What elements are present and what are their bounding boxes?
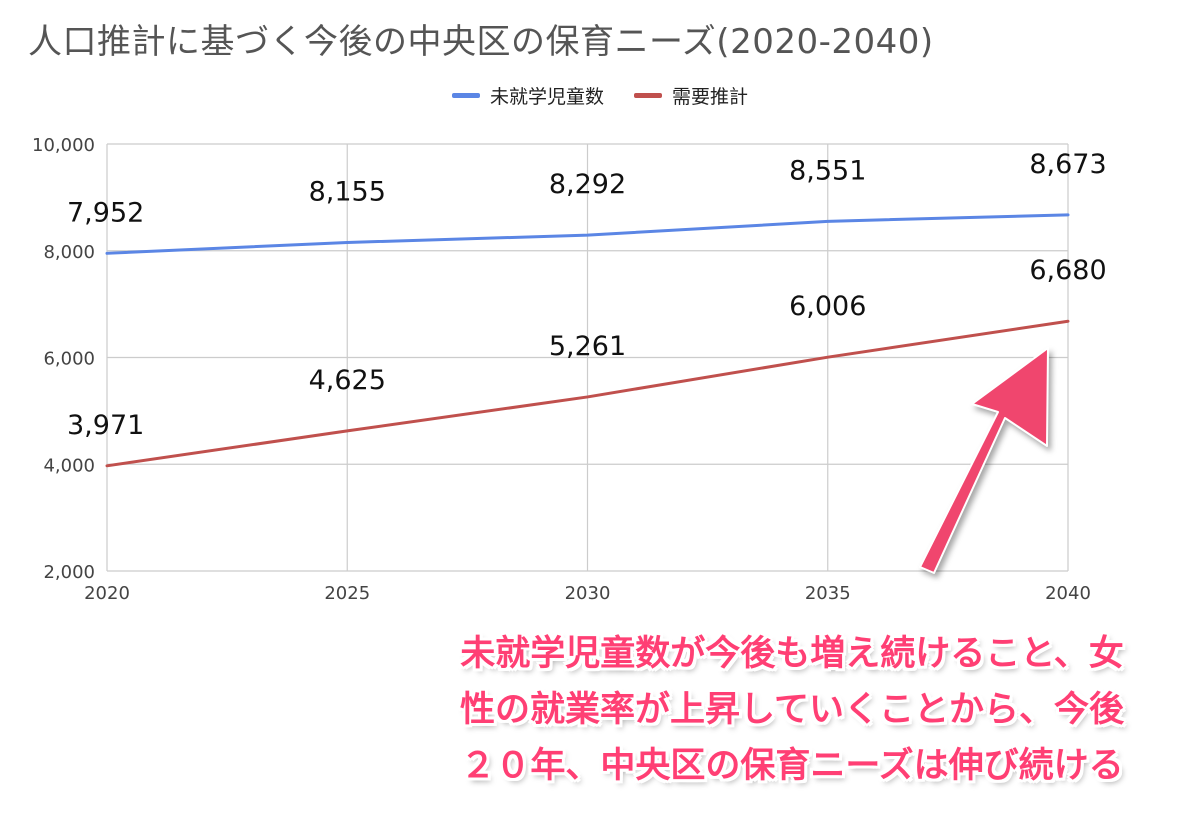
y-tick-label: 10,000 bbox=[32, 135, 95, 156]
data-label: 6,006 bbox=[789, 291, 866, 322]
annotation-arrow bbox=[919, 347, 1049, 574]
data-label: 8,155 bbox=[309, 176, 386, 207]
data-label: 3,971 bbox=[67, 410, 144, 441]
y-tick-label: 8,000 bbox=[43, 242, 95, 263]
x-tick-label: 2040 bbox=[1045, 583, 1091, 604]
legend-label-demand: 需要推計 bbox=[672, 86, 749, 108]
y-tick-label: 2,000 bbox=[43, 562, 95, 583]
legend-swatch-demand bbox=[634, 93, 662, 98]
data-label: 4,625 bbox=[309, 365, 386, 396]
data-label: 8,551 bbox=[789, 155, 866, 186]
data-point bbox=[1067, 214, 1069, 216]
x-tick-label: 2035 bbox=[805, 583, 851, 604]
data-label: 5,261 bbox=[549, 331, 626, 362]
data-point bbox=[346, 430, 348, 432]
legend-item-demand: 需要推計 bbox=[634, 82, 748, 109]
data-point bbox=[106, 252, 108, 254]
data-point bbox=[106, 465, 108, 467]
data-point bbox=[1067, 320, 1069, 322]
data-point bbox=[587, 234, 588, 236]
data-label: 8,673 bbox=[1029, 149, 1106, 180]
legend-label-preschool: 未就学児童数 bbox=[489, 86, 604, 108]
y-tick-label: 6,000 bbox=[43, 349, 95, 370]
data-label: 8,292 bbox=[549, 169, 626, 200]
annotation-callout: 未就学児童数が今後も増え続けること、女 性の就業率が上昇していくことから、今後 … bbox=[412, 626, 1172, 794]
x-tick-label: 2020 bbox=[84, 583, 130, 604]
chart-title: 人口推計に基づく今後の中央区の保育ニーズ(2020-2040) bbox=[28, 22, 934, 62]
data-point bbox=[827, 220, 829, 222]
data-point bbox=[587, 396, 588, 398]
legend: 未就学児童数 需要推計 bbox=[0, 82, 1200, 109]
data-label: 6,680 bbox=[1029, 255, 1106, 286]
annotation-line-2: 性の就業率が上昇していくことから、今後 bbox=[460, 690, 1124, 730]
annotation-line-3: ２０年、中央区の保育ニーズは伸び続ける bbox=[460, 746, 1124, 786]
legend-item-preschool: 未就学児童数 bbox=[451, 82, 604, 109]
data-point bbox=[827, 356, 829, 358]
annotation-line-1: 未就学児童数が今後も増え続けること、女 bbox=[460, 634, 1124, 674]
data-label: 7,952 bbox=[67, 197, 144, 228]
x-tick-label: 2025 bbox=[324, 583, 370, 604]
data-point bbox=[346, 241, 348, 243]
legend-swatch-preschool bbox=[451, 93, 480, 98]
x-tick-label: 2030 bbox=[565, 583, 611, 604]
y-tick-label: 4,000 bbox=[43, 455, 95, 476]
